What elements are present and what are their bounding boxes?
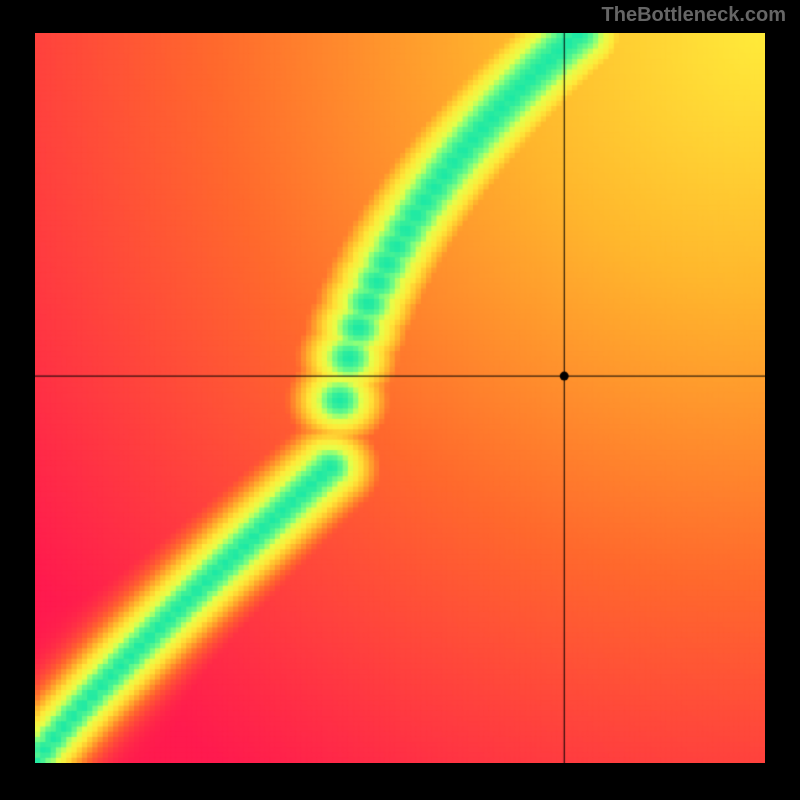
bottleneck-heatmap xyxy=(35,33,765,763)
chart-container: TheBottleneck.com xyxy=(0,0,800,800)
watermark-text: TheBottleneck.com xyxy=(602,4,786,27)
